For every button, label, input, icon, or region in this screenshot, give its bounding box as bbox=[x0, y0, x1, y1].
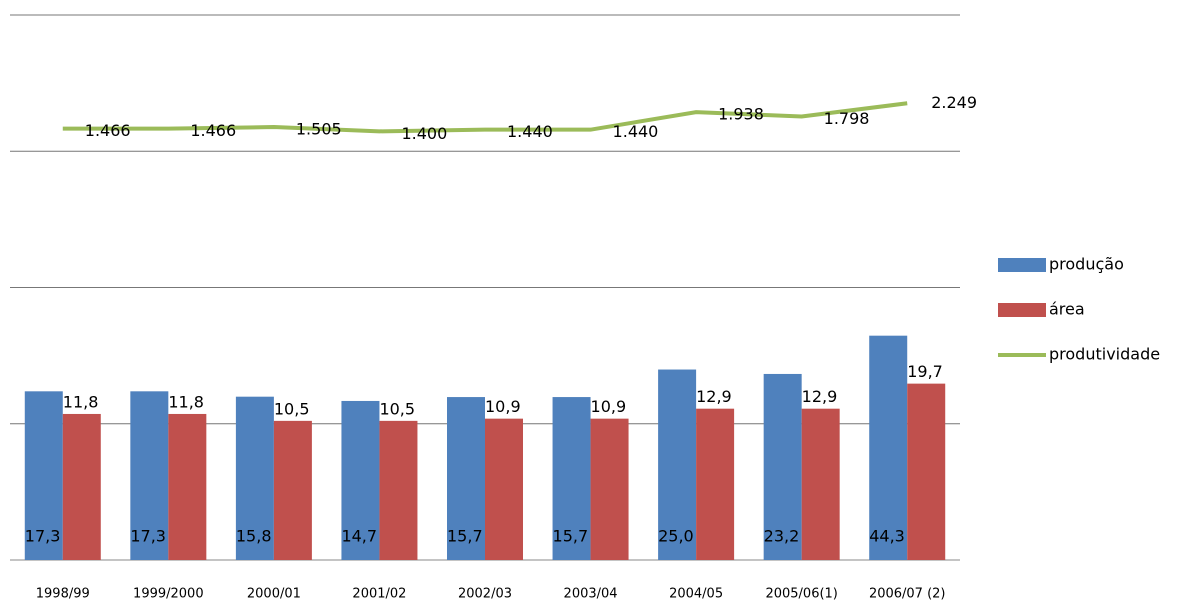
x-tick-label: 2005/06(1) bbox=[765, 587, 837, 602]
bar bbox=[24, 391, 63, 560]
data-label: 17,3 bbox=[130, 527, 166, 546]
data-label: 44,3 bbox=[869, 527, 905, 546]
bar bbox=[552, 397, 591, 560]
legend-swatch bbox=[998, 303, 1046, 317]
x-tick-label: 2006/07 (2) bbox=[869, 587, 946, 602]
x-tick-label: 1999/2000 bbox=[133, 587, 204, 602]
data-label: 10,9 bbox=[485, 397, 521, 416]
x-tick-label: 2002/03 bbox=[458, 587, 512, 602]
data-label: 15,7 bbox=[553, 527, 589, 546]
bar bbox=[590, 418, 629, 560]
data-label: 2.249 bbox=[931, 93, 977, 112]
legend-label: área bbox=[1049, 300, 1085, 319]
legend-label: produtividade bbox=[1049, 345, 1160, 364]
data-label: 1.466 bbox=[190, 121, 236, 140]
data-label: 25,0 bbox=[658, 527, 694, 546]
x-tick-label: 2000/01 bbox=[247, 587, 301, 602]
data-label: 12,9 bbox=[802, 387, 838, 406]
data-label: 1.440 bbox=[507, 122, 553, 141]
bar bbox=[130, 391, 169, 560]
data-label: 1.505 bbox=[296, 120, 342, 139]
bar bbox=[696, 408, 735, 560]
data-label: 14,7 bbox=[341, 527, 377, 546]
data-label: 10,9 bbox=[591, 397, 627, 416]
bar bbox=[801, 408, 840, 560]
data-label: 17,3 bbox=[25, 527, 61, 546]
data-label: 10,5 bbox=[274, 399, 310, 418]
line bbox=[62, 101, 908, 134]
bar bbox=[341, 400, 380, 560]
x-tick-label: 2001/02 bbox=[352, 587, 406, 602]
x-tick-label: 2003/04 bbox=[564, 587, 618, 602]
bar bbox=[869, 335, 908, 560]
bar bbox=[447, 397, 485, 560]
data-label: 11,8 bbox=[63, 392, 99, 411]
x-tick-label: 1998/99 bbox=[36, 587, 90, 602]
data-label: 15,7 bbox=[447, 527, 483, 546]
bar bbox=[658, 369, 697, 560]
bar bbox=[273, 420, 312, 560]
data-label: 1.938 bbox=[718, 105, 764, 124]
bar bbox=[763, 373, 802, 560]
bar bbox=[907, 383, 946, 560]
data-label: 19,7 bbox=[907, 362, 943, 381]
bar bbox=[485, 418, 523, 560]
data-label: 12,9 bbox=[696, 387, 732, 406]
legend-swatch bbox=[998, 258, 1046, 272]
data-label: 1.440 bbox=[613, 122, 659, 141]
bar bbox=[379, 420, 418, 560]
data-label: 23,2 bbox=[764, 527, 800, 546]
data-label: 11,8 bbox=[168, 392, 204, 411]
bar bbox=[62, 413, 101, 560]
data-label: 1.798 bbox=[824, 109, 870, 128]
bar bbox=[168, 413, 207, 560]
bar bbox=[235, 396, 274, 560]
data-label: 15,8 bbox=[236, 527, 272, 546]
data-label: 1.466 bbox=[85, 121, 131, 140]
x-tick-label: 2004/05 bbox=[669, 587, 723, 602]
legend-label: produção bbox=[1049, 255, 1124, 274]
data-label: 1.400 bbox=[401, 124, 447, 143]
data-label: 10,5 bbox=[379, 399, 415, 418]
